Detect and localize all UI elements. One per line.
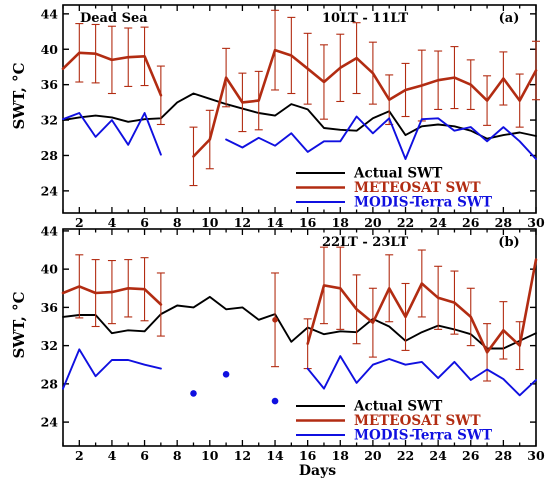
x-tick-label: 20 [364,448,382,463]
x-tick-label: 26 [462,448,480,463]
x-tick-label: 10 [201,215,219,230]
x-tick-label: 14 [266,215,284,230]
x-tick-label: 28 [495,215,513,230]
legend-label-actual-swt: Actual SWT [353,166,442,182]
legend-label-actual-swt: Actual SWT [353,399,442,415]
y-tick-label: 40 [41,42,59,57]
modis-terra-swt-line [225,115,537,160]
time-window-label: 22LT - 23LT [322,235,408,250]
modis-terra-swt-point [271,397,279,405]
x-tick-label: 6 [140,215,149,230]
y-tick-label: 32 [41,338,58,353]
y-tick-label: 32 [41,113,58,128]
x-tick-label: 30 [527,448,545,463]
plot-frame [62,228,537,447]
legend-label-meteosat-swt: METEOSAT SWT [354,413,481,429]
y-tick-label: 24 [41,183,59,198]
x-tick-label: 6 [140,448,149,463]
x-tick-label: 14 [266,448,284,463]
location-label: Dead Sea [80,11,148,26]
y-axis-label: SWT, °C [10,291,28,358]
modis-terra-swt-point [222,371,230,378]
y-tick-label: 44 [41,6,59,21]
x-tick-label: 10 [201,448,219,463]
x-tick-label: 28 [495,448,513,463]
y-tick-label: 36 [41,77,59,92]
x-tick-label: 4 [108,448,117,463]
meteosat-swt-line [192,48,538,158]
panel-label: (a) [499,11,520,26]
x-tick-label: 8 [173,215,182,230]
plot-frame [62,4,537,214]
modis-terra-swt-point [190,390,197,397]
x-tick-label: 18 [332,448,350,463]
x-tick-label: 30 [527,215,545,230]
y-tick-label: 36 [41,300,59,315]
x-tick-label: 24 [429,215,447,230]
y-tick-label: 24 [41,415,59,430]
panel-label: (b) [498,235,519,250]
time-window-label: 10LT - 11LT [322,11,408,26]
x-tick-label: 16 [299,215,317,230]
meteosat-swt-line [61,51,163,97]
modis-terra-swt-line [62,112,162,156]
x-axis-label: Days [299,463,336,478]
x-tick-label: 12 [234,448,251,463]
meteosat-swt-line [306,258,538,354]
y-tick-label: 28 [41,376,59,391]
modis-terra-swt-line [62,348,162,390]
x-tick-label: 4 [108,215,117,230]
legend-label-meteosat-swt: METEOSAT SWT [354,180,481,196]
x-tick-label: 16 [299,448,317,463]
y-tick-label: 44 [41,223,59,238]
modis-terra-swt-line [306,355,537,397]
x-tick-label: 18 [332,215,350,230]
meteosat-swt-point [272,317,278,323]
y-tick-label: 28 [41,148,59,163]
actual-swt-line [62,295,537,350]
y-axis-label: SWT, °C [10,62,28,129]
x-tick-label: 20 [364,215,382,230]
x-tick-label: 2 [75,448,84,463]
x-tick-label: 8 [173,448,182,463]
meteosat-swt-line [61,285,163,306]
x-tick-label: 2 [75,215,84,230]
x-tick-label: 26 [462,215,480,230]
legend-label-modis-terra-swt: MODIS-Terra SWT [354,195,492,211]
x-tick-label: 22 [397,215,414,230]
x-tick-label: 24 [429,448,447,463]
y-tick-label: 40 [41,262,59,277]
legend-label-modis-terra-swt: MODIS-Terra SWT [354,428,492,444]
x-tick-label: 22 [397,448,414,463]
x-tick-label: 12 [234,215,251,230]
